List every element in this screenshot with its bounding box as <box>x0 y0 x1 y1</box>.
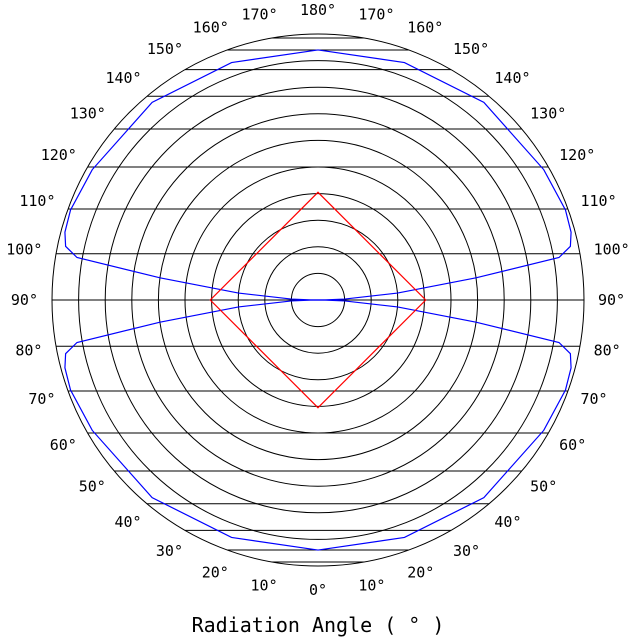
tick-label-left-160: 160° <box>193 18 229 36</box>
tick-label-right-150: 150° <box>453 40 489 58</box>
series-layer <box>64 49 572 551</box>
tick-label-left-80: 80° <box>15 341 42 359</box>
tick-label-right-70: 70° <box>581 390 608 408</box>
tick-label-right-80: 80° <box>594 341 621 359</box>
tick-label-left-150: 150° <box>147 40 183 58</box>
tick-label-left-90: 90° <box>11 291 38 309</box>
tick-label-right-100: 100° <box>594 241 630 259</box>
tick-label-left-100: 100° <box>6 241 42 259</box>
tick-label-left-170: 170° <box>242 5 278 23</box>
tick-label-right-30: 30° <box>453 542 480 560</box>
angle-tick-labels: 0° 10° 20° 30° 40° 50° 60° 70° 80° 90° 100° 110° 120… <box>6 1 629 599</box>
tick-label-left-30: 30° <box>156 542 183 560</box>
tick-label-right-160: 160° <box>407 18 443 36</box>
tick-label-left-70: 70° <box>28 390 55 408</box>
tick-label-left-60: 60° <box>50 436 77 454</box>
tick-label-left-110: 110° <box>19 192 55 210</box>
tick-label-left-120: 120° <box>41 146 77 164</box>
tick-label-left-20: 20° <box>202 564 229 582</box>
series-0-upper-lobe <box>64 49 572 301</box>
tick-label-right-60: 60° <box>559 436 586 454</box>
tick-label-left-130: 130° <box>70 105 106 123</box>
tick-label-left-40: 40° <box>114 513 141 531</box>
tick-label-right-170: 170° <box>358 5 394 23</box>
tick-label-right-120: 120° <box>559 146 595 164</box>
x-axis-label: Radiation Angle ( ° ) <box>192 613 445 637</box>
tick-label-right-40: 40° <box>494 513 521 531</box>
tick-label-left-140: 140° <box>105 69 141 87</box>
tick-label-right-10: 10° <box>358 577 385 595</box>
tick-label-left-50: 50° <box>79 477 106 495</box>
series-1-curve <box>209 191 427 409</box>
tick-label-right-20: 20° <box>407 564 434 582</box>
tick-label-left-10: 10° <box>251 577 278 595</box>
tick-label-left-180: 180° <box>300 1 336 19</box>
tick-label-right-110: 110° <box>581 192 617 210</box>
tick-label-right-50: 50° <box>530 477 557 495</box>
tick-label-right-90: 90° <box>598 291 625 309</box>
tick-label-right-140: 140° <box>494 69 530 87</box>
tick-label-left-0: 0° <box>309 581 327 599</box>
tick-label-right-130: 130° <box>530 105 566 123</box>
